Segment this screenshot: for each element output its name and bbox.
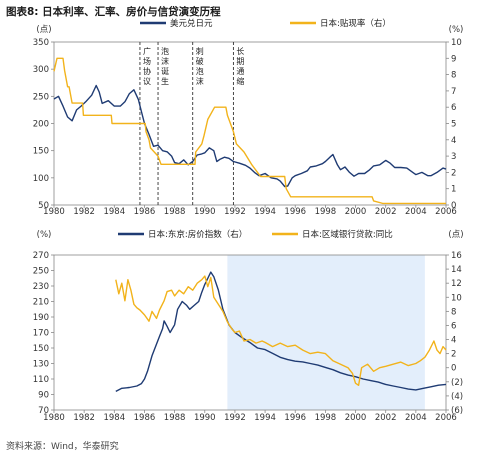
legend-label: 日本:贴现率（右） bbox=[320, 18, 391, 29]
right-axis-tick-label: 8 bbox=[451, 307, 456, 317]
x-axis-tick-label: 2000 bbox=[345, 207, 367, 217]
left-axis-tick-label: 110 bbox=[33, 375, 49, 385]
event-marker-label: 刺破泡沫 bbox=[196, 47, 204, 86]
left-axis-unit: (%) bbox=[37, 230, 52, 240]
event-marker-label: 长期通缩 bbox=[236, 46, 244, 86]
x-axis-tick-label: 1982 bbox=[73, 413, 95, 423]
x-axis-tick-label: 1984 bbox=[103, 207, 125, 217]
left-axis-tick-label: 190 bbox=[33, 313, 49, 323]
source-note: 资料来源：Wind，华泰研究 bbox=[6, 442, 119, 452]
x-axis-tick-label: 1980 bbox=[43, 413, 65, 423]
x-axis-tick-label: 1986 bbox=[134, 413, 156, 423]
left-axis-tick-label: 210 bbox=[33, 298, 49, 308]
left-axis-unit: (点) bbox=[36, 25, 51, 35]
left-axis-tick-label: 350 bbox=[33, 38, 49, 48]
right-axis-tick-label: 2 bbox=[451, 168, 456, 178]
x-axis-tick-label: 1980 bbox=[43, 207, 65, 217]
x-axis-tick-label: 1992 bbox=[224, 207, 246, 217]
right-axis-tick-label: 4 bbox=[451, 336, 456, 346]
right-axis-tick-label: 8 bbox=[451, 71, 456, 81]
right-axis-unit: (%) bbox=[449, 25, 464, 35]
x-axis-tick-label: 1996 bbox=[284, 413, 306, 423]
left-axis-tick-label: 130 bbox=[33, 360, 49, 370]
series-line-1 bbox=[53, 84, 447, 188]
x-axis-tick-label: 1992 bbox=[224, 413, 246, 423]
right-axis-tick-label: 0 bbox=[451, 364, 456, 374]
x-axis-tick-label: 1994 bbox=[254, 413, 276, 423]
x-axis-tick-label: 1988 bbox=[164, 413, 186, 423]
figure-title: 图表8: 日本利率、汇率、房价与信贷演变历程 bbox=[6, 6, 221, 18]
x-axis-tick-label: 1982 bbox=[73, 207, 95, 217]
right-axis-unit: (点) bbox=[448, 230, 463, 240]
left-axis-tick-label: 100 bbox=[33, 174, 49, 184]
left-axis-tick-label: 50 bbox=[38, 201, 49, 211]
legend-label: 日本:东京:房价指数（右） bbox=[148, 229, 247, 240]
x-axis-tick-label: 2004 bbox=[405, 413, 427, 423]
x-axis-tick-label: 2002 bbox=[375, 413, 397, 423]
legend-label: 日本:区域银行贷款:同比 bbox=[302, 229, 393, 240]
x-axis-tick-label: 1984 bbox=[103, 413, 125, 423]
right-axis-tick-label: 0 bbox=[451, 201, 456, 211]
left-axis-tick-label: 250 bbox=[33, 267, 49, 277]
left-axis-tick-label: 250 bbox=[33, 92, 49, 102]
right-axis-tick-label: (2) bbox=[451, 378, 463, 388]
x-axis-tick-label: 2000 bbox=[345, 413, 367, 423]
x-axis-tick-label: 2002 bbox=[375, 207, 397, 217]
left-axis-tick-label: 200 bbox=[33, 120, 49, 130]
x-axis-tick-label: 1996 bbox=[284, 207, 306, 217]
right-axis-tick-label: 10 bbox=[451, 38, 462, 48]
right-axis-tick-label: (6) bbox=[451, 406, 463, 416]
x-axis-tick-label: 2006 bbox=[435, 413, 457, 423]
right-axis-tick-label: 6 bbox=[451, 103, 456, 113]
series-line-2 bbox=[115, 275, 447, 386]
left-axis-tick-label: 70 bbox=[38, 406, 49, 416]
shaded-period bbox=[227, 255, 425, 410]
left-axis-tick-label: 170 bbox=[33, 329, 49, 339]
right-axis-tick-label: (4) bbox=[451, 392, 463, 402]
right-axis-tick-label: 4 bbox=[451, 136, 456, 146]
right-axis-tick-label: 3 bbox=[451, 152, 456, 162]
right-axis-tick-label: 9 bbox=[451, 54, 456, 64]
left-axis-tick-label: 150 bbox=[33, 147, 49, 157]
right-axis-tick-label: 10 bbox=[451, 293, 462, 303]
x-axis-tick-label: 1998 bbox=[315, 413, 337, 423]
event-marker-label: 广场协议 bbox=[143, 46, 151, 86]
series-line-2 bbox=[53, 57, 446, 205]
event-marker-label: 泡沫诞生 bbox=[161, 46, 169, 86]
x-axis-tick-label: 1986 bbox=[134, 207, 156, 217]
x-axis-tick-label: 2006 bbox=[435, 207, 457, 217]
x-axis-tick-label: 2004 bbox=[405, 207, 427, 217]
left-axis-tick-label: 90 bbox=[38, 391, 49, 401]
right-axis-tick-label: 1 bbox=[451, 185, 456, 195]
x-axis-tick-label: 1994 bbox=[254, 207, 276, 217]
left-axis-tick-label: 300 bbox=[33, 65, 49, 75]
right-axis-tick-label: 14 bbox=[451, 265, 462, 275]
left-axis-tick-label: 270 bbox=[33, 251, 49, 261]
x-axis-tick-label: 1990 bbox=[194, 413, 216, 423]
right-axis-tick-label: 16 bbox=[451, 251, 462, 261]
legend-label: 美元兑日元 bbox=[170, 18, 213, 29]
x-axis-tick-label: 1990 bbox=[194, 207, 216, 217]
right-axis-tick-label: 7 bbox=[451, 87, 456, 97]
left-axis-tick-label: 150 bbox=[33, 344, 49, 354]
right-axis-tick-label: 12 bbox=[451, 279, 462, 289]
left-axis-tick-label: 230 bbox=[33, 282, 49, 292]
x-axis-tick-label: 1998 bbox=[315, 207, 337, 217]
right-axis-tick-label: 2 bbox=[451, 350, 456, 360]
right-axis-tick-label: 6 bbox=[451, 321, 456, 331]
x-axis-tick-label: 1988 bbox=[164, 207, 186, 217]
right-axis-tick-label: 5 bbox=[451, 120, 456, 130]
